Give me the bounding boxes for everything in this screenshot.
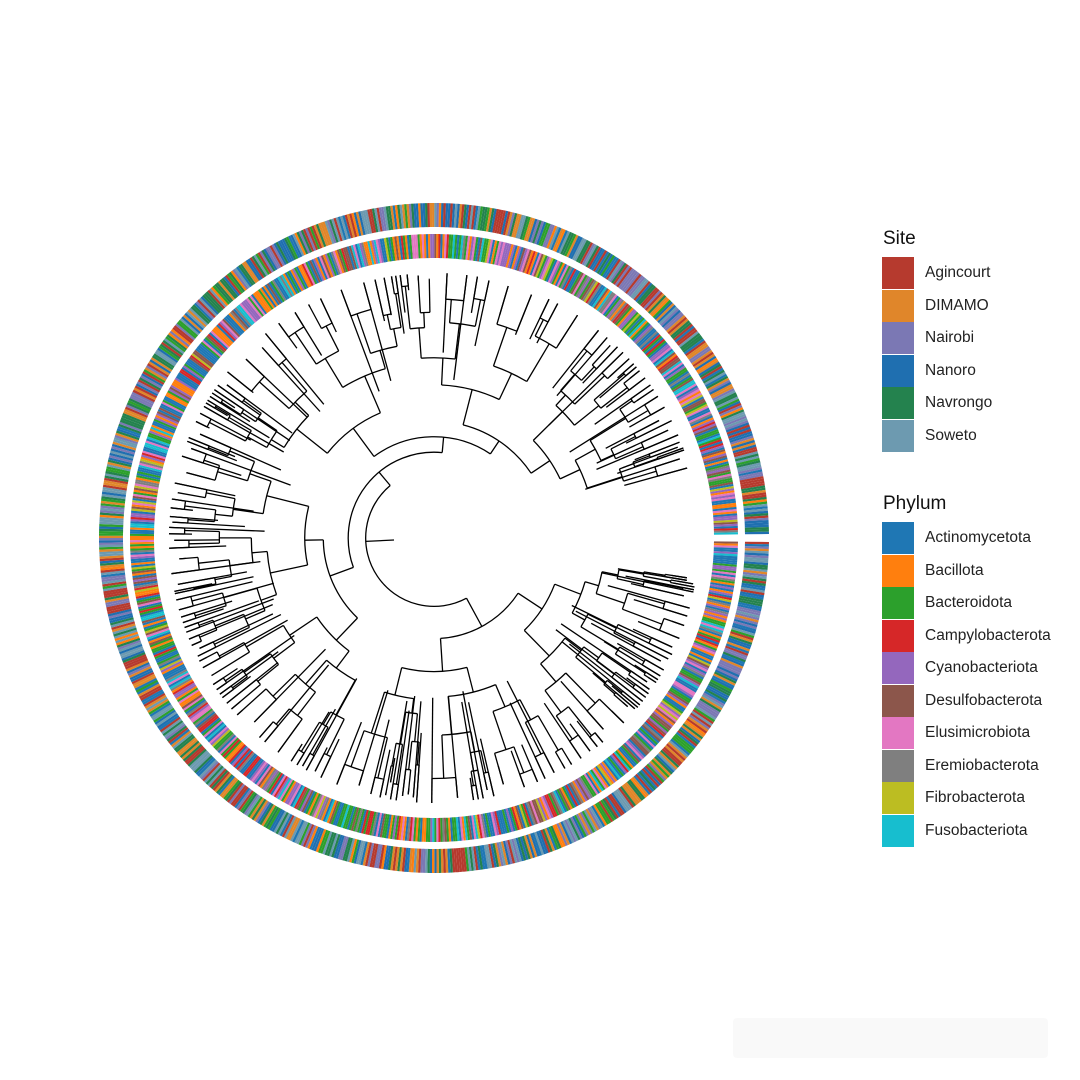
legend-label: Cyanobacteriota	[925, 659, 1038, 677]
faint-watermark-area	[733, 1018, 1048, 1058]
legend-item-actinomycetota: Actinomycetota	[882, 522, 1051, 555]
legend-label: Agincourt	[925, 264, 991, 282]
legend-item-dimamo: DIMAMO	[882, 289, 992, 323]
tree-branches	[168, 273, 695, 804]
legend-item-agincourt: Agincourt	[882, 257, 992, 290]
phylum-ring	[130, 234, 738, 842]
legend-label: Bacteroidota	[925, 594, 1013, 612]
legend-swatch	[882, 289, 914, 322]
legend-item-eremiobacterota: Eremiobacterota	[882, 749, 1051, 783]
phylum-legend-title: Phylum	[883, 493, 947, 514]
legend-swatch	[882, 354, 914, 387]
legend-swatch	[882, 387, 914, 420]
legend-item-nairobi: Nairobi	[882, 322, 992, 355]
legend-label: Navrongo	[925, 394, 993, 412]
site-legend: Site Agincourt DIMAMO Nairobi Nanoro Navrong…	[882, 227, 992, 452]
site-ring	[99, 203, 769, 873]
legend-label: Desulfobacterota	[925, 691, 1043, 709]
legend-item-bacillota: Bacillota	[882, 554, 1051, 588]
legend-label: Fusobacteriota	[925, 821, 1028, 839]
legend-swatch	[882, 522, 914, 555]
legend-swatch	[882, 684, 914, 717]
legend-label: DIMAMO	[925, 296, 989, 314]
legend-item-elusimicrobiota: Elusimicrobiota	[882, 717, 1051, 750]
legend-label: Nairobi	[925, 329, 975, 347]
site-legend-title: Site	[883, 228, 916, 249]
legend-item-cyanobacteriota: Cyanobacteriota	[882, 652, 1051, 685]
legend-swatch	[882, 554, 914, 587]
legend-label: Nanoro	[925, 361, 976, 379]
legend-swatch	[882, 587, 914, 620]
legend-swatch	[882, 322, 914, 355]
legend-swatch	[882, 717, 914, 750]
legend-item-bacteroidota: Bacteroidota	[882, 587, 1051, 620]
legend-label: Actinomycetota	[925, 529, 1031, 547]
legend-item-soweto: Soweto	[882, 419, 992, 453]
legend-swatch	[882, 419, 914, 452]
legend-item-navrongo: Navrongo	[882, 387, 992, 420]
legend-item-desulfobacterota: Desulfobacterota	[882, 684, 1051, 718]
legend-label: Campylobacterota	[925, 626, 1051, 644]
legend-label: Elusimicrobiota	[925, 724, 1031, 742]
phylum-legend: Phylum Actinomycetota Bacillota Bacteroido…	[882, 492, 1051, 847]
legend-label: Bacillota	[925, 561, 984, 579]
legend-item-fusobacteriota: Fusobacteriota	[882, 814, 1051, 848]
legend-swatch	[882, 749, 914, 782]
legend-swatch	[882, 814, 914, 847]
legend-swatch	[882, 257, 914, 290]
legend-item-nanoro: Nanoro	[882, 354, 992, 388]
legend-item-campylobacterota: Campylobacterota	[882, 619, 1051, 653]
legend-label: Eremiobacterota	[925, 756, 1039, 774]
legend-label: Soweto	[925, 426, 977, 444]
legend-swatch	[882, 782, 914, 815]
legend-swatch	[882, 619, 914, 652]
legend-swatch	[882, 652, 914, 685]
legend-item-fibrobacterota: Fibrobacterota	[882, 782, 1051, 815]
legend-label: Fibrobacterota	[925, 789, 1025, 807]
